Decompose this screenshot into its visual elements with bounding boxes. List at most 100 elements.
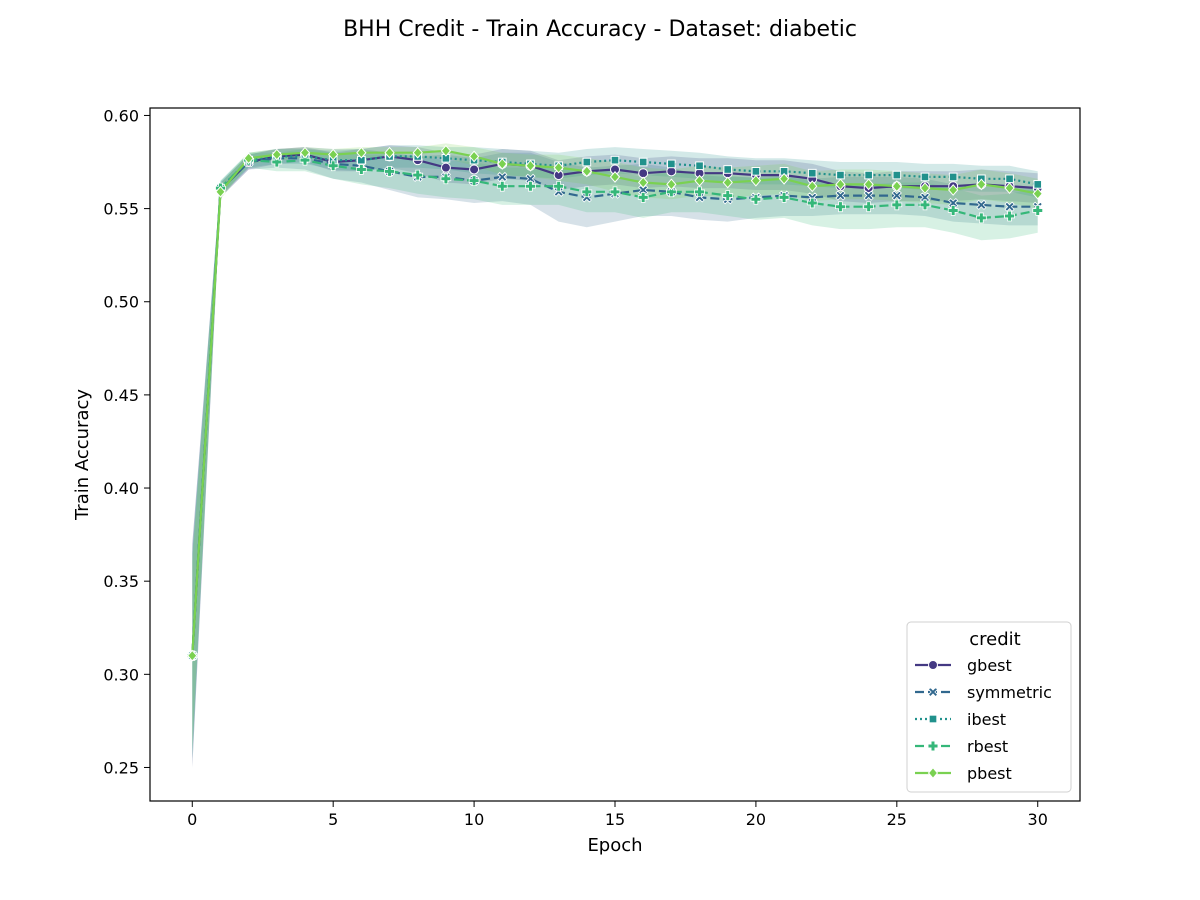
point-pbest	[553, 161, 564, 174]
point-symmetric	[976, 199, 987, 210]
point-gbest	[440, 162, 451, 173]
point-ibest	[638, 157, 648, 167]
legend-marker-rbest	[927, 740, 939, 752]
legend-marker-ibest	[928, 714, 938, 724]
point-ibest	[892, 170, 902, 180]
point-rbest	[1032, 205, 1044, 216]
point-rbest	[694, 186, 705, 198]
x-tick-label: 25	[887, 810, 907, 829]
point-rbest	[750, 193, 762, 205]
point-pbest	[468, 150, 480, 163]
x-tick-label: 5	[328, 810, 338, 829]
point-pbest	[609, 170, 621, 183]
point-rbest	[778, 192, 790, 203]
point-rbest	[863, 201, 874, 213]
point-rbest	[525, 180, 536, 192]
legend-marker-symmetric	[927, 686, 939, 698]
point-ibest	[610, 155, 620, 165]
point-pbest	[497, 157, 508, 170]
point-rbest	[468, 175, 480, 187]
x-axis-label: Epoch	[587, 835, 642, 856]
point-ibest	[1033, 180, 1043, 189]
point-rbest	[327, 160, 339, 172]
point-ibest	[864, 170, 873, 180]
point-pbest	[187, 649, 198, 662]
point-pbest	[750, 174, 762, 187]
point-pbest	[666, 178, 677, 191]
y-tick-label: 0.30	[103, 665, 139, 684]
point-ibest	[723, 165, 733, 174]
x-tick-label: 0	[187, 810, 197, 829]
y-tick-label: 0.25	[103, 758, 139, 777]
series-markers	[186, 144, 1044, 662]
point-ibest	[751, 167, 761, 176]
point-rbest	[609, 186, 621, 198]
point-pbest	[215, 185, 226, 198]
point-rbest	[581, 186, 593, 198]
point-pbest	[891, 180, 902, 193]
point-rbest	[806, 197, 818, 209]
point-symmetric	[1004, 201, 1015, 212]
point-rbest	[356, 164, 367, 175]
y-tick-label: 0.45	[103, 386, 139, 405]
x-tick-label: 10	[464, 810, 484, 829]
point-ibest	[836, 170, 845, 180]
y-tick-label: 0.35	[103, 572, 139, 591]
legend-label-rbest: rbest	[967, 737, 1008, 756]
point-symmetric	[835, 190, 846, 201]
y-tick-label: 0.50	[103, 293, 139, 312]
x-tick-label: 20	[746, 810, 766, 829]
point-rbest	[637, 192, 649, 203]
point-rbest	[440, 173, 452, 185]
point-ibest	[920, 172, 930, 182]
point-rbest	[496, 180, 508, 192]
point-pbest	[243, 152, 254, 165]
point-pbest	[778, 172, 790, 185]
point-pbest	[328, 148, 339, 161]
y-axis: 0.25 0.30 0.35 0.40 0.45 0.50 0.55 0.60	[103, 106, 150, 777]
point-pbest	[948, 184, 959, 196]
y-axis-label: Train Accuracy	[72, 389, 93, 521]
legend-label-gbest: gbest	[967, 656, 1012, 675]
point-rbest	[666, 186, 677, 198]
point-pbest	[1032, 187, 1043, 200]
legend-label-symmetric: symmetric	[967, 683, 1052, 702]
point-pbest	[299, 146, 311, 159]
point-pbest	[440, 144, 452, 157]
point-pbest	[525, 159, 536, 172]
point-pbest	[863, 178, 874, 191]
point-rbest	[976, 212, 987, 224]
point-rbest	[384, 165, 395, 177]
point-pbest	[1004, 182, 1015, 195]
point-pbest	[976, 178, 987, 191]
legend-marker-gbest	[928, 660, 938, 670]
point-symmetric	[863, 190, 874, 201]
point-ibest	[1005, 174, 1014, 184]
point-rbest	[891, 199, 903, 211]
point-pbest	[581, 165, 592, 178]
legend: credit gbest symmetric ibest rbest pbest	[906, 621, 1072, 793]
point-rbest	[553, 180, 564, 192]
point-gbest	[469, 164, 480, 175]
point-pbest	[722, 176, 733, 189]
point-rbest	[722, 190, 734, 201]
point-pbest	[638, 176, 649, 189]
point-pbest	[835, 178, 846, 191]
point-rbest	[299, 154, 311, 166]
point-ibest	[695, 161, 704, 171]
point-ibest	[667, 159, 676, 169]
point-pbest	[356, 146, 367, 159]
point-symmetric	[497, 171, 508, 182]
point-ibest	[948, 172, 958, 182]
point-rbest	[835, 201, 846, 213]
point-rbest	[271, 156, 283, 168]
point-gbest	[638, 168, 649, 179]
point-pbest	[271, 148, 282, 161]
point-rbest	[1004, 210, 1015, 222]
point-pbest	[807, 180, 818, 193]
point-pbest	[384, 146, 395, 159]
point-pbest	[919, 182, 931, 195]
chart-title: BHH Credit - Train Accuracy - Dataset: d…	[343, 17, 857, 42]
legend-title: credit	[969, 629, 1020, 650]
